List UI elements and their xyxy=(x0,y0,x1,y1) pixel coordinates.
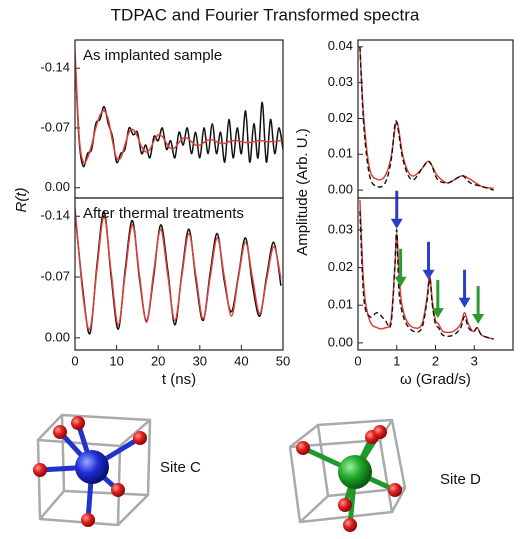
structure-site-c xyxy=(33,413,152,527)
plot-frame xyxy=(74,197,284,351)
figure-title: TDPAC and Fourier Transformed spectra xyxy=(111,5,420,24)
plot-area xyxy=(359,199,494,340)
data-line xyxy=(359,46,494,190)
data-line xyxy=(359,199,494,340)
y-tick-label: 0.00 xyxy=(45,329,70,344)
data-line xyxy=(75,51,283,165)
arrow-head xyxy=(458,297,471,308)
x-tick-label: 0 xyxy=(354,353,361,368)
x-tick-label: 40 xyxy=(234,353,248,368)
structure-site-d xyxy=(288,418,407,532)
arrow-head xyxy=(422,269,435,280)
x-tick-label: 0 xyxy=(71,353,78,368)
x-tick-label: 1 xyxy=(393,353,400,368)
arrow-head xyxy=(390,218,403,229)
panel-annotation: After thermal treatments xyxy=(83,205,244,222)
x-axis-label: t (ns) xyxy=(162,371,196,388)
y-tick-label: 0.00 xyxy=(328,334,353,349)
panel-annotation: As implanted sample xyxy=(83,47,222,64)
y-tick-label: -0.07 xyxy=(40,119,70,134)
x-tick-label: 20 xyxy=(151,353,165,368)
y-tick-label: 0.02 xyxy=(328,259,353,274)
y-tick-label: 0.03 xyxy=(328,74,353,89)
arrow-head xyxy=(472,314,485,325)
plot-area xyxy=(75,207,282,335)
annotation-arrow xyxy=(472,286,485,325)
x-tick-label: 2 xyxy=(432,353,439,368)
x-tick-label: 30 xyxy=(193,353,207,368)
y-axis-label: R(t) xyxy=(13,188,30,213)
x-tick-label: 50 xyxy=(276,353,290,368)
plot-area xyxy=(359,46,494,191)
annotation-arrow xyxy=(458,269,471,308)
annotation-arrow xyxy=(390,190,403,229)
y-axis-label: Amplitude (Arb. U.) xyxy=(294,128,311,256)
data-line xyxy=(75,211,282,335)
annotation-arrow xyxy=(394,248,407,287)
arrow-head xyxy=(394,276,407,287)
x-axis-label: ω (Grad/s) xyxy=(400,371,471,388)
y-tick-label: -0.14 xyxy=(40,60,70,75)
y-tick-label: -0.07 xyxy=(40,268,70,283)
y-tick-label: -0.14 xyxy=(40,208,70,223)
structure-label: Site C xyxy=(160,459,201,476)
structure-label: Site D xyxy=(440,471,481,488)
x-tick-label: 3 xyxy=(471,353,478,368)
y-tick-label: 0.01 xyxy=(328,297,353,312)
data-line xyxy=(75,55,283,168)
y-tick-label: 0.04 xyxy=(328,38,353,53)
plot-area xyxy=(75,51,283,168)
data-line xyxy=(75,207,282,331)
data-line xyxy=(359,211,494,340)
y-tick-label: 0.00 xyxy=(45,179,70,194)
x-tick-label: 10 xyxy=(109,353,123,368)
annotation-arrow xyxy=(422,241,435,280)
plot-frame xyxy=(357,197,514,351)
annotation-arrow xyxy=(431,280,444,319)
data-line xyxy=(359,46,494,191)
y-tick-label: 0.03 xyxy=(328,221,353,236)
y-tick-label: 0.01 xyxy=(328,146,353,161)
arrow-head xyxy=(431,308,444,319)
y-tick-label: 0.00 xyxy=(328,182,353,197)
y-tick-label: 0.02 xyxy=(328,110,353,125)
